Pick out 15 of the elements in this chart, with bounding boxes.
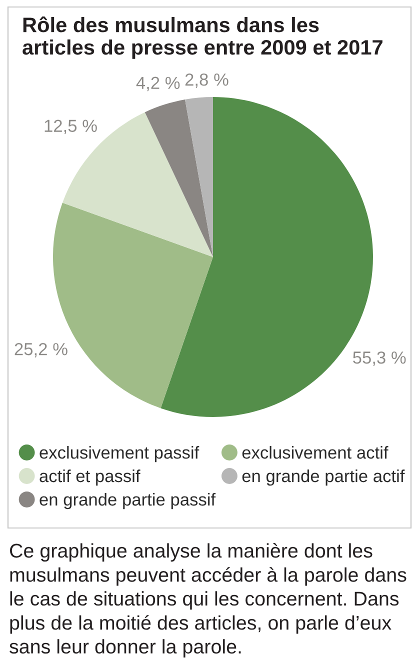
text: Ce graphique analyse la manière dont les musulmans peuvent accéder à la parole dans le cas de situations qui les concernent. Dans plus de la moitié des articles, on parle d’eux sans leur donner la parole. bbox=[10, 543, 406, 658]
legend-label: actif et passif bbox=[40, 469, 140, 486]
data-label: 55,3 % bbox=[353, 351, 406, 366]
data-label: 2,8 % bbox=[185, 73, 228, 88]
pie-slice bbox=[144, 99, 213, 257]
pie-slice bbox=[184, 97, 213, 257]
legend-label: exclusivement passif bbox=[40, 446, 200, 462]
legend-label: exclusivement actif bbox=[242, 446, 388, 459]
data-label: 4,2 % bbox=[136, 76, 180, 92]
pie-slice bbox=[53, 202, 213, 408]
data-label: 12,5 % bbox=[44, 120, 97, 134]
legend-label: en grande partie passif bbox=[40, 492, 216, 510]
chart-title: Rôle des musulmans dans les articles de presse entre 2009 et 2017 bbox=[22, 16, 382, 59]
legend-label: en grande partie actif bbox=[242, 469, 405, 486]
data-label: 25,2 % bbox=[14, 342, 68, 358]
